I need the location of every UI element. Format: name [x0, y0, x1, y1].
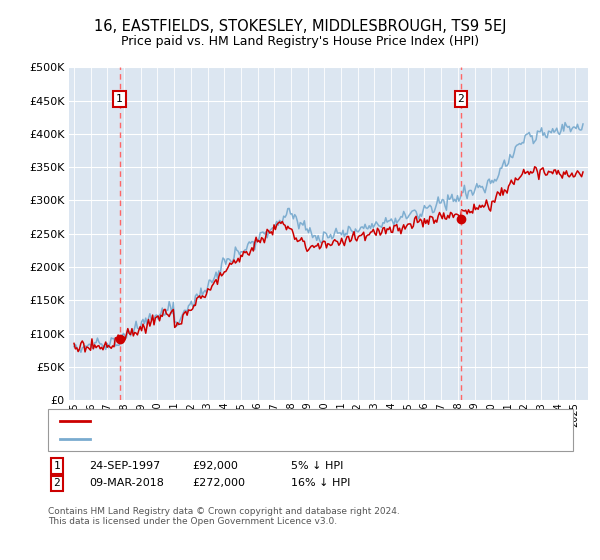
Text: 5% ↓ HPI: 5% ↓ HPI [291, 461, 343, 471]
Text: 1: 1 [53, 461, 61, 471]
Text: HPI: Average price, detached house, North Yorkshire: HPI: Average price, detached house, Nort… [96, 434, 369, 444]
Text: £92,000: £92,000 [192, 461, 238, 471]
Text: 24-SEP-1997: 24-SEP-1997 [89, 461, 160, 471]
Text: 1: 1 [116, 94, 123, 104]
Text: £272,000: £272,000 [192, 478, 245, 488]
Text: 16% ↓ HPI: 16% ↓ HPI [291, 478, 350, 488]
Text: Price paid vs. HM Land Registry's House Price Index (HPI): Price paid vs. HM Land Registry's House … [121, 35, 479, 49]
Text: 16, EASTFIELDS, STOKESLEY, MIDDLESBROUGH, TS9 5EJ (detached house): 16, EASTFIELDS, STOKESLEY, MIDDLESBROUGH… [96, 417, 484, 426]
Text: 16, EASTFIELDS, STOKESLEY, MIDDLESBROUGH, TS9 5EJ: 16, EASTFIELDS, STOKESLEY, MIDDLESBROUGH… [94, 20, 506, 34]
Text: 2: 2 [53, 478, 61, 488]
Text: Contains HM Land Registry data © Crown copyright and database right 2024.
This d: Contains HM Land Registry data © Crown c… [48, 507, 400, 526]
Text: 2: 2 [457, 94, 464, 104]
Text: 09-MAR-2018: 09-MAR-2018 [89, 478, 164, 488]
